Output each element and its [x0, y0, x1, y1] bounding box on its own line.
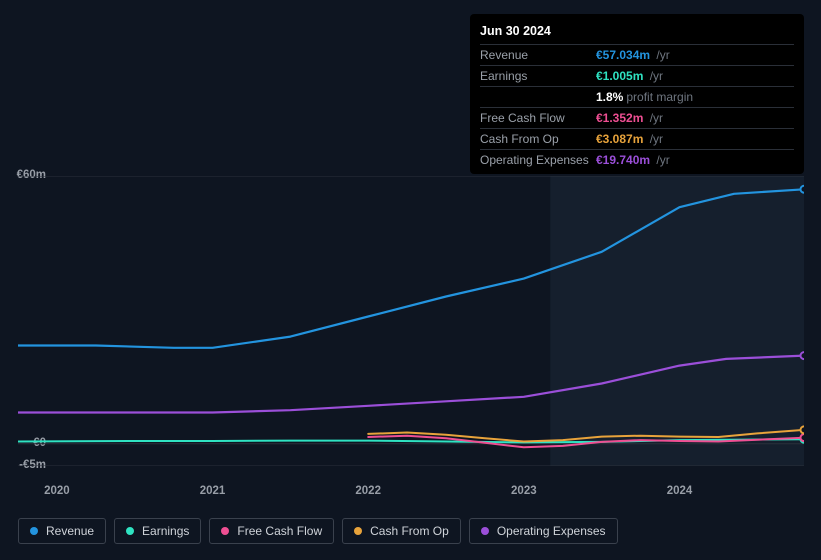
tooltip-row-value: €1.005m [596, 69, 643, 83]
tooltip-row-value: €57.034m [596, 48, 650, 62]
series-end-marker-cfo [801, 426, 805, 433]
tooltip-row: Earnings€1.005m /yr [480, 65, 794, 86]
legend-label: Operating Expenses [497, 524, 606, 538]
tooltip-row-value: €3.087m [596, 132, 643, 146]
tooltip-row: 1.8% profit margin [480, 86, 794, 107]
tooltip-row-unit: /yr [646, 132, 663, 146]
tooltip-row: Free Cash Flow€1.352m /yr [480, 107, 794, 128]
chart-plot-area [18, 176, 804, 466]
tooltip-row-unit: /yr [653, 153, 670, 167]
chart-tooltip: Jun 30 2024 Revenue€57.034m /yrEarnings€… [470, 14, 804, 174]
tooltip-row-label: Earnings [480, 69, 596, 83]
x-axis-label: 2021 [200, 485, 226, 497]
tooltip-row-label: Cash From Op [480, 132, 596, 146]
chart-legend: Revenue Earnings Free Cash Flow Cash From O… [18, 518, 618, 544]
x-axis-label: 2020 [44, 485, 70, 497]
tooltip-extra-text: profit margin [626, 90, 693, 104]
tooltip-extra-value: 1.8% [596, 90, 623, 104]
tooltip-row-value: €1.352m [596, 111, 643, 125]
tooltip-row-unit: /yr [646, 111, 663, 125]
tooltip-date: Jun 30 2024 [480, 20, 794, 44]
legend-label: Revenue [46, 524, 94, 538]
legend-item[interactable]: Free Cash Flow [209, 518, 334, 544]
tooltip-row: Operating Expenses€19.740m /yr [480, 149, 794, 170]
series-end-marker-fcf [801, 434, 805, 441]
highlight-band [550, 176, 804, 466]
tooltip-row-unit: /yr [653, 48, 670, 62]
legend-item[interactable]: Operating Expenses [469, 518, 618, 544]
legend-dot-icon [30, 527, 38, 535]
legend-label: Cash From Op [370, 524, 449, 538]
tooltip-row-unit: /yr [646, 69, 663, 83]
legend-dot-icon [481, 527, 489, 535]
x-axis-label: 2023 [511, 485, 537, 497]
legend-dot-icon [221, 527, 229, 535]
chart-svg [18, 176, 804, 466]
legend-item[interactable]: Earnings [114, 518, 201, 544]
legend-dot-icon [354, 527, 362, 535]
tooltip-row-label: Operating Expenses [480, 153, 596, 167]
tooltip-row-label: Revenue [480, 48, 596, 62]
legend-item[interactable]: Revenue [18, 518, 106, 544]
tooltip-row: Revenue€57.034m /yr [480, 44, 794, 65]
series-end-marker-revenue [801, 186, 805, 193]
legend-label: Free Cash Flow [237, 524, 322, 538]
legend-label: Earnings [142, 524, 189, 538]
x-axis-label: 2024 [667, 485, 693, 497]
tooltip-row: Cash From Op€3.087m /yr [480, 128, 794, 149]
series-end-marker-opex [801, 352, 805, 359]
x-axis-label: 2022 [355, 485, 381, 497]
legend-dot-icon [126, 527, 134, 535]
legend-item[interactable]: Cash From Op [342, 518, 461, 544]
tooltip-row-value: €19.740m [596, 153, 650, 167]
tooltip-row-label: Free Cash Flow [480, 111, 596, 125]
